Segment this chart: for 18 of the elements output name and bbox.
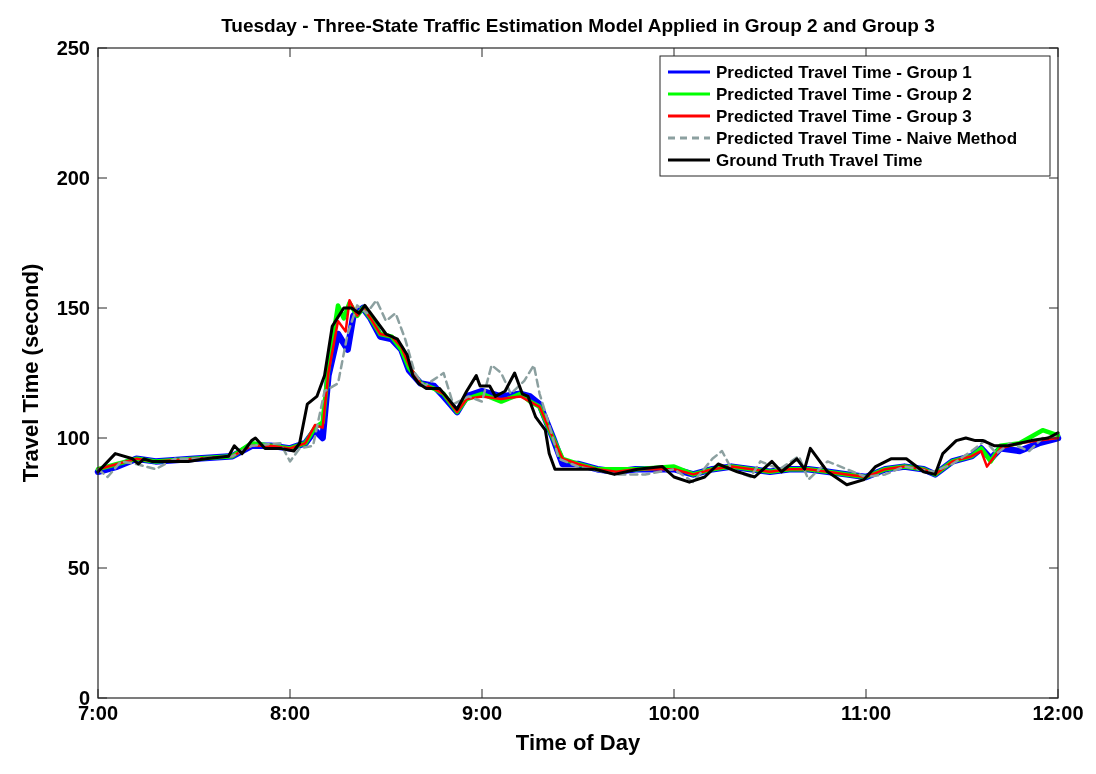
x-tick-label: 9:00: [461, 702, 503, 724]
y-tick-label: 150: [56, 297, 90, 319]
legend-label: Ground Truth Travel Time: [716, 151, 923, 170]
legend-label: Predicted Travel Time - Group 3: [716, 107, 972, 126]
y-tick-label: 100: [56, 427, 90, 449]
y-tick-label: 250: [56, 37, 90, 59]
x-axis-title: Time of Day: [515, 730, 641, 755]
legend-label: Predicted Travel Time - Naive Method: [716, 129, 1018, 148]
x-tick-label: 10:00: [648, 702, 700, 724]
x-tick-label: 12:00: [1032, 702, 1084, 724]
x-tick-label: 11:00: [840, 702, 892, 724]
legend-label: Predicted Travel Time - Group 2: [716, 85, 972, 104]
y-tick-label: 50: [67, 557, 90, 579]
x-tick-label: 8:00: [269, 702, 311, 724]
y-tick-label: 200: [56, 167, 90, 189]
chart-title: Tuesday - Three-State Traffic Estimation Model Applied in Group 2 and Group 3: [221, 15, 935, 36]
legend-label: Predicted Travel Time - Group 1: [716, 63, 972, 82]
y-axis-title: Travel Time (second): [18, 263, 43, 483]
